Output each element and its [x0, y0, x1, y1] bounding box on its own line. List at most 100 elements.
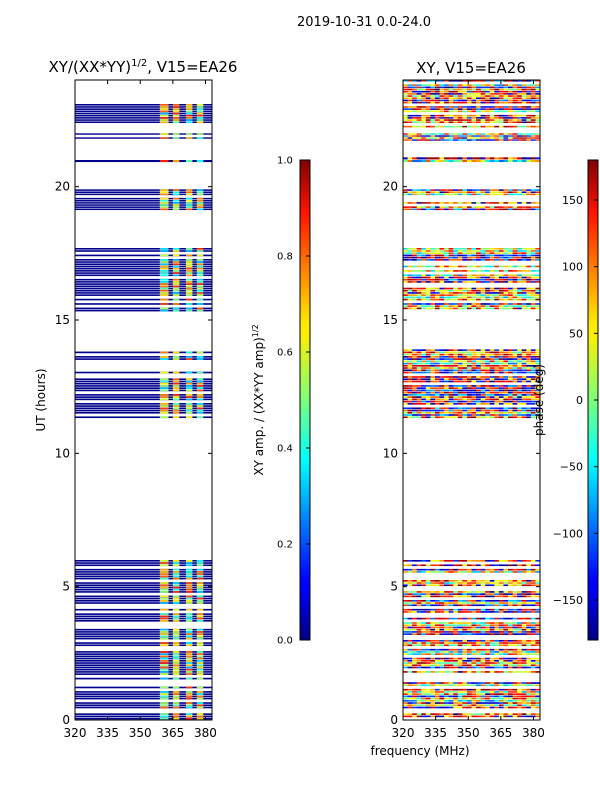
heatmap-cell — [439, 157, 445, 160]
heatmap-cell — [421, 409, 427, 412]
heatmap-cell — [444, 416, 450, 419]
heatmap-cell — [75, 294, 212, 296]
heatmap-cell — [444, 626, 450, 629]
heatmap-cell — [480, 276, 486, 279]
heatmap-cell — [196, 644, 204, 647]
heatmap-cell — [407, 84, 413, 86]
heatmap-cell — [416, 633, 422, 635]
heatmap-cell — [503, 403, 509, 405]
heatmap-cell — [476, 108, 482, 110]
heatmap-cell — [462, 121, 468, 124]
heatmap-cell — [494, 389, 500, 392]
heatmap-cell — [430, 93, 436, 95]
heatmap-cell — [421, 385, 427, 387]
heatmap-cell — [421, 582, 427, 584]
heatmap-cell — [425, 691, 431, 693]
heatmap-cell — [434, 358, 441, 360]
heatmap-cell — [535, 624, 540, 627]
heatmap-cell — [421, 591, 427, 593]
heatmap-cell — [489, 666, 495, 669]
heatmap-cell — [172, 564, 180, 567]
heatmap-cell — [462, 409, 468, 412]
heatmap-cell — [508, 119, 514, 121]
heatmap-cell — [421, 617, 427, 620]
heatmap-row — [75, 664, 212, 667]
heatmap-cell — [462, 356, 468, 358]
heatmap-cell — [457, 387, 463, 389]
heatmap-cell — [512, 189, 518, 191]
heatmap-cell — [494, 189, 500, 191]
heatmap-cell — [439, 560, 445, 562]
heatmap-cell — [471, 684, 477, 687]
heatmap-cell — [466, 380, 472, 383]
heatmap-cell — [453, 571, 459, 573]
heatmap-cell — [421, 139, 427, 141]
heatmap-cell — [448, 193, 454, 196]
heatmap-cell — [425, 624, 431, 627]
heatmap-cell — [403, 617, 409, 620]
heatmap-cell — [412, 117, 418, 119]
heatmap-cell — [517, 292, 523, 294]
heatmap-cell — [530, 305, 536, 307]
heatmap-cell — [196, 582, 204, 584]
heatmap-cell — [196, 411, 204, 414]
heatmap-cell — [457, 697, 463, 700]
heatmap-cell — [439, 364, 445, 367]
heatmap-cell — [485, 157, 491, 160]
heatmap-cell — [530, 362, 536, 365]
heatmap-cell — [466, 121, 472, 124]
heatmap-row — [75, 133, 212, 135]
heatmap-cell — [498, 608, 504, 611]
heatmap-cell — [535, 702, 540, 704]
heatmap-row — [75, 613, 212, 615]
heatmap-cell — [521, 591, 527, 593]
heatmap-cell — [476, 303, 482, 305]
heatmap-cell — [526, 631, 532, 633]
heatmap-cell — [498, 617, 504, 620]
heatmap-cell — [412, 274, 418, 277]
heatmap-cell — [159, 382, 169, 385]
heatmap-cell — [530, 265, 536, 268]
heatmap-cell — [530, 90, 536, 93]
heatmap-cell — [466, 666, 472, 669]
heatmap-cell — [462, 631, 468, 633]
heatmap-cell — [407, 97, 413, 100]
heatmap-cell — [457, 106, 463, 108]
heatmap-cell — [196, 197, 204, 200]
y-tick-label: 0 — [390, 713, 398, 727]
heatmap-cell — [466, 697, 472, 700]
heatmap-cell — [462, 602, 468, 604]
heatmap-cell — [462, 568, 468, 571]
heatmap-cell — [439, 697, 445, 700]
heatmap-cell — [172, 628, 180, 631]
heatmap-cell — [503, 411, 509, 414]
heatmap-cell — [498, 700, 504, 702]
heatmap-cell — [439, 93, 445, 95]
heatmap-cell — [521, 380, 527, 383]
heatmap-cell — [75, 298, 212, 301]
heatmap-cell — [466, 628, 472, 631]
heatmap-cell — [485, 371, 491, 374]
heatmap-cell — [508, 84, 514, 86]
heatmap-cell — [75, 398, 212, 401]
heatmap-cell — [444, 633, 450, 635]
heatmap-cell — [403, 294, 409, 296]
heatmap-cell — [508, 560, 514, 562]
heatmap-cell — [517, 385, 523, 387]
heatmap-cell — [448, 702, 454, 704]
heatmap-cell — [457, 353, 463, 356]
heatmap-cell — [508, 571, 514, 573]
heatmap-cell — [434, 114, 441, 117]
heatmap-cell — [498, 360, 504, 363]
heatmap-cell — [453, 600, 459, 602]
heatmap-cell — [407, 157, 413, 160]
heatmap-cell — [526, 259, 532, 261]
heatmap-cell — [421, 706, 427, 709]
heatmap-cell — [430, 713, 436, 715]
heatmap-cell — [457, 121, 463, 124]
heatmap-cell — [494, 644, 500, 647]
heatmap-cell — [407, 254, 413, 257]
heatmap-cell — [159, 309, 169, 312]
heatmap-row — [75, 261, 212, 263]
heatmap-cell — [503, 697, 509, 700]
